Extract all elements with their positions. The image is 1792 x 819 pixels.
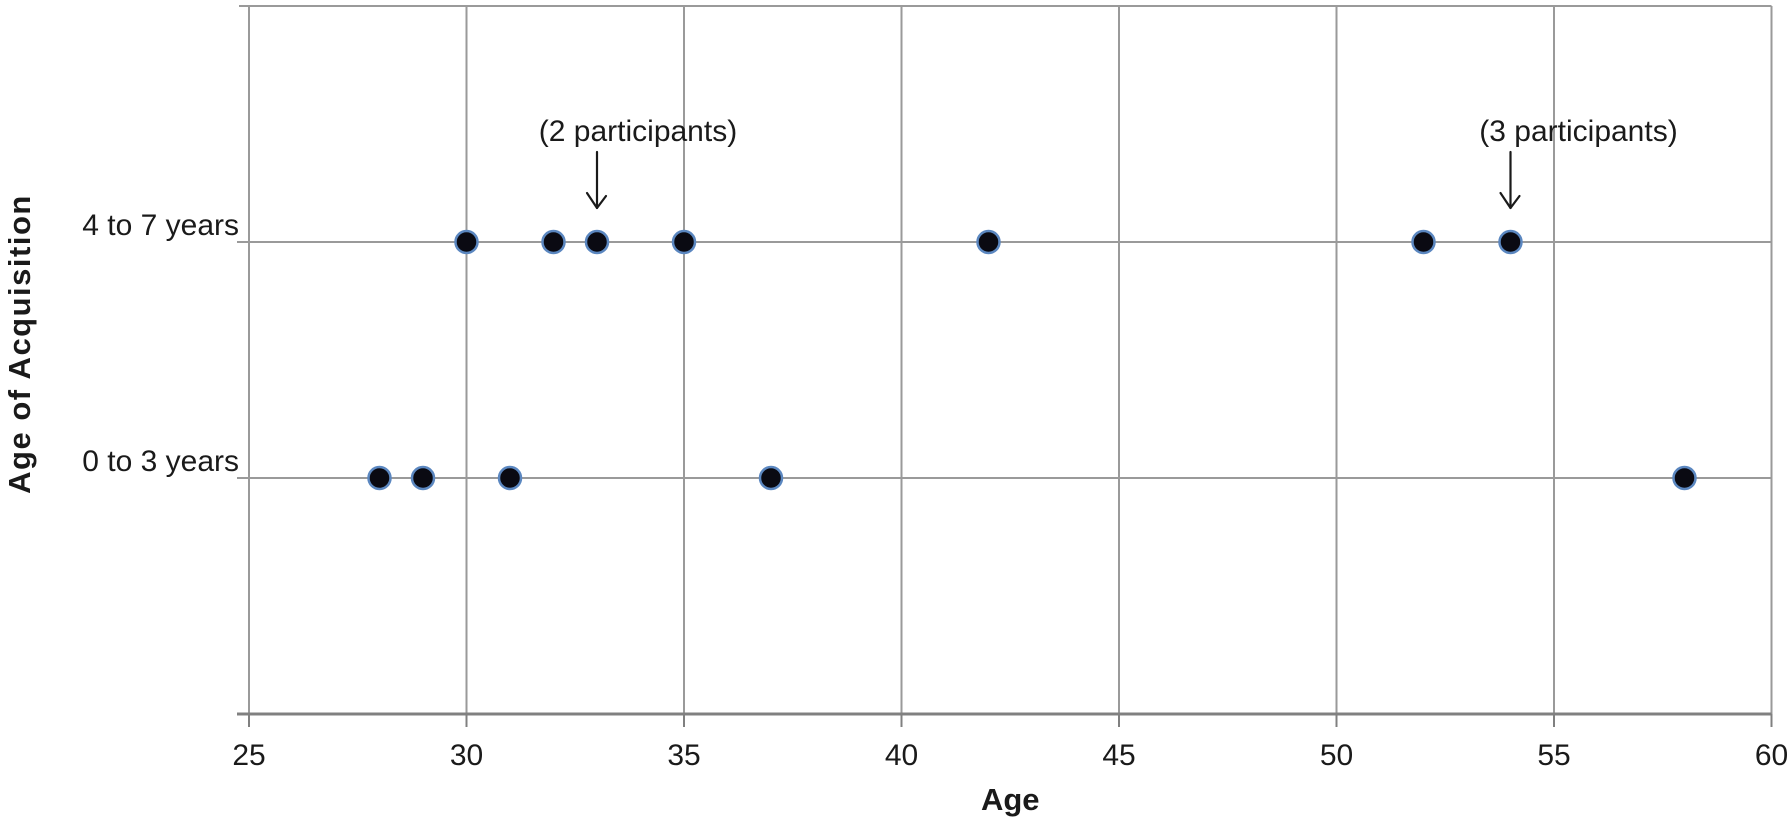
x-tick-label: 50	[1320, 739, 1353, 772]
x-tick-label: 25	[232, 739, 265, 772]
data-point	[497, 465, 523, 491]
x-tick-labels: 25 30 35 40 45 50 55 60	[232, 739, 1788, 772]
category-label: 4 to 7 years	[82, 209, 239, 242]
axis-ticks	[248, 714, 1773, 727]
annotation-arrowhead	[1499, 191, 1521, 210]
annotations: (2 participants) (3 participants)	[539, 115, 1678, 210]
x-tick-label: 40	[885, 739, 918, 772]
x-tick-label: 55	[1537, 739, 1570, 772]
data-point	[410, 465, 436, 491]
y-axis-title: Age of Acquisition	[2, 194, 37, 494]
data-point	[671, 229, 697, 255]
data-point	[1411, 229, 1436, 255]
x-tick-label: 60	[1755, 739, 1788, 772]
annotation-arrowhead	[585, 191, 608, 210]
category-labels: 4 to 7 years 0 to 3 years	[82, 209, 239, 478]
data-point	[1672, 465, 1697, 491]
annotation-label: (2 participants)	[539, 115, 737, 148]
annotation-label: (3 participants)	[1479, 115, 1677, 148]
data-point	[976, 229, 1001, 255]
annotation: (3 participants)	[1479, 115, 1678, 210]
data-point	[1498, 229, 1523, 255]
x-tick-label: 35	[667, 739, 700, 772]
data-point	[454, 229, 479, 255]
annotation: (2 participants)	[539, 115, 737, 210]
data-point	[758, 465, 784, 491]
data-points	[367, 229, 1697, 491]
data-point	[367, 465, 392, 491]
data-point	[584, 229, 610, 255]
x-axis-title: Age	[981, 782, 1040, 817]
x-tick-label: 30	[450, 739, 483, 772]
plot-border	[237, 5, 1773, 716]
data-point	[541, 229, 566, 255]
gridlines	[237, 6, 1772, 714]
category-label: 0 to 3 years	[82, 445, 239, 478]
x-tick-label: 45	[1102, 739, 1135, 772]
